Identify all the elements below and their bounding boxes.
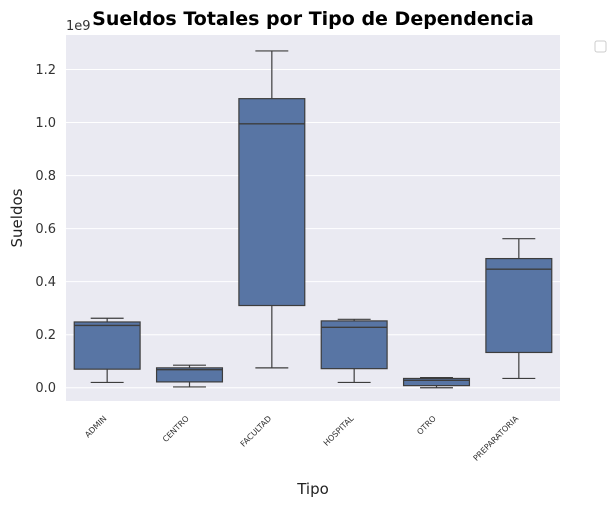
box-preparatoria xyxy=(485,238,553,380)
x-axis-label: Tipo xyxy=(296,480,329,498)
x-tick-label: CENTRO xyxy=(161,414,191,444)
x-tick-label: HOSPITAL xyxy=(322,414,356,448)
grid-lines xyxy=(66,68,560,389)
y-tick-label: 0.0 xyxy=(35,381,56,396)
y-axis-offset-label: 1e9 xyxy=(66,19,91,34)
y-tick-label: 1.2 xyxy=(35,63,56,78)
y-tick-label: 0.2 xyxy=(35,328,56,343)
box-iqr xyxy=(320,320,388,370)
y-axis-label: Sueldos xyxy=(8,188,26,247)
x-tick-label: OTRO xyxy=(415,414,438,437)
y-tick-label: 1.0 xyxy=(35,116,56,131)
x-tick-labels: ADMIN CENTRO FACULTAD HOSPITAL OTRO PREPARATO… xyxy=(83,414,520,463)
box-iqr xyxy=(73,321,141,370)
y-tick-label: 0.6 xyxy=(35,222,56,237)
chart-title: Sueldos Totales por Tipo de Dependencia xyxy=(92,8,534,30)
boxes xyxy=(73,50,553,389)
x-tick-label: ADMIN xyxy=(83,414,108,439)
box-centro xyxy=(155,364,224,388)
plot-area xyxy=(66,35,560,401)
y-tick-labels: 0.0 0.2 0.4 0.6 0.8 1.0 1.2 xyxy=(35,63,56,396)
box-iqr xyxy=(402,377,471,387)
box-iqr xyxy=(485,257,553,354)
box-hospital xyxy=(320,318,388,384)
box-admin xyxy=(73,317,141,384)
box-iqr xyxy=(238,98,306,307)
box-otro xyxy=(402,377,471,389)
y-tick-label: 0.8 xyxy=(35,169,56,184)
box-iqr xyxy=(155,367,224,383)
x-tick-label: PREPARATORIA xyxy=(472,414,521,463)
box-facultad xyxy=(238,50,306,369)
x-tick-label: FACULTAD xyxy=(239,414,274,449)
legend-box xyxy=(594,40,607,53)
y-tick-label: 0.4 xyxy=(35,275,56,290)
